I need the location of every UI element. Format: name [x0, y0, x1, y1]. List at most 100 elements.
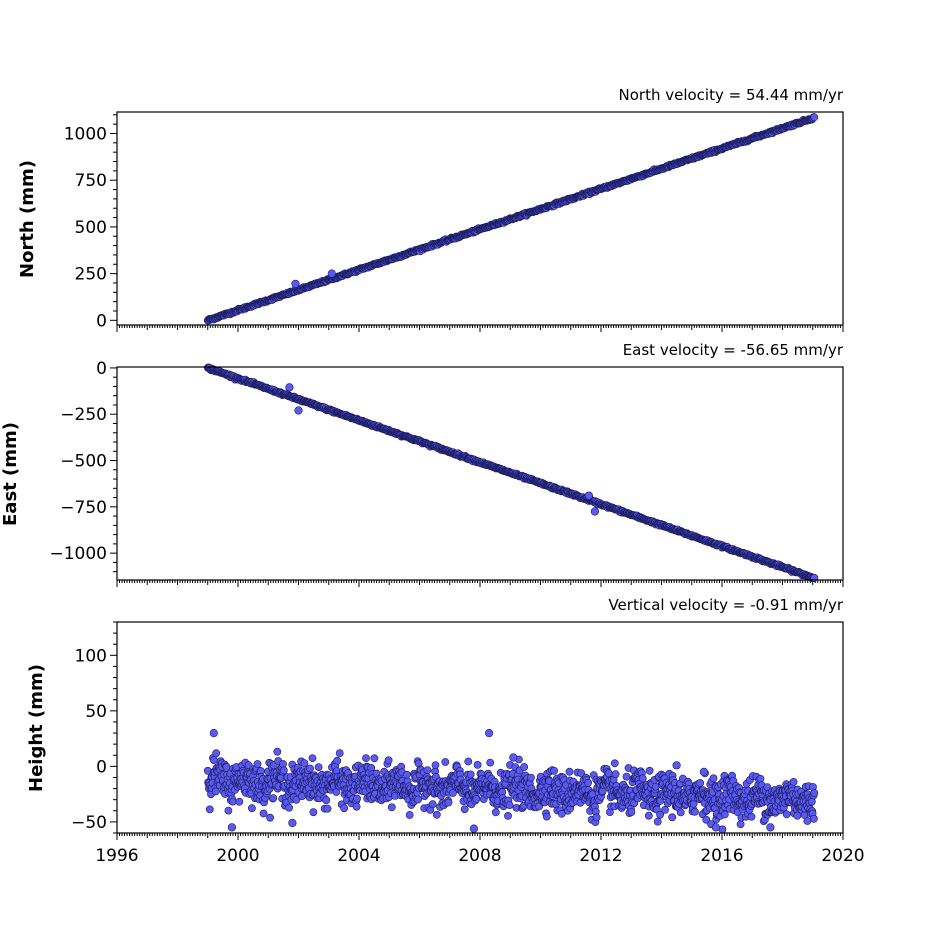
data-point	[222, 763, 231, 771]
data-point	[273, 747, 282, 756]
data-point	[789, 778, 798, 786]
east-ticks: 0 −250 −500 −750 −1000	[49, 359, 844, 587]
north-ylabel: North (mm)	[17, 160, 38, 278]
outlier-point	[584, 491, 594, 500]
data-point	[604, 769, 613, 778]
data-point	[592, 813, 601, 822]
data-point	[622, 772, 631, 781]
data-point	[527, 773, 535, 782]
data-point	[505, 801, 514, 809]
data-point	[431, 761, 440, 769]
data-point	[676, 808, 685, 817]
data-point	[611, 770, 620, 779]
x-tick-label: 2004	[337, 846, 380, 866]
data-point	[810, 814, 818, 823]
data-point	[212, 749, 221, 758]
data-point	[504, 812, 512, 820]
data-point	[306, 764, 314, 773]
data-point	[247, 804, 256, 813]
data-point	[584, 778, 592, 787]
outlier-point	[227, 823, 236, 832]
outlier-point	[327, 269, 336, 278]
data-point	[441, 758, 450, 766]
north-axes-frame	[116, 111, 844, 326]
data-point	[323, 804, 332, 813]
outlier-point	[672, 761, 681, 770]
data-point	[428, 800, 437, 809]
data-point	[300, 759, 309, 768]
x-tick-label: 2012	[579, 846, 622, 866]
data-point	[266, 813, 274, 822]
data-point	[782, 810, 791, 819]
y-tick-label: 750	[75, 171, 107, 191]
data-point	[491, 808, 500, 817]
data-point	[661, 806, 669, 814]
data-point	[235, 797, 244, 806]
data-point	[333, 756, 342, 765]
outlier-point	[469, 824, 479, 833]
data-point	[638, 774, 647, 783]
data-point	[464, 757, 473, 766]
data-point	[414, 795, 422, 804]
data-point	[322, 796, 331, 805]
y-tick-label: −500	[60, 452, 107, 472]
data-point	[353, 794, 361, 803]
x-tick-label: 2020	[821, 846, 864, 866]
data-point	[810, 789, 819, 797]
data-point	[627, 808, 636, 816]
data-point	[486, 758, 495, 767]
data-point	[644, 811, 653, 820]
data-point	[668, 813, 677, 822]
outlier-point	[590, 507, 600, 516]
data-point	[352, 802, 361, 811]
data-point	[565, 767, 574, 776]
data-point	[696, 779, 705, 787]
data-point	[253, 760, 262, 768]
x-tick-label: 1996	[95, 846, 138, 866]
data-point	[709, 774, 718, 783]
data-point	[756, 774, 765, 783]
data-point	[653, 817, 662, 826]
data-point	[209, 756, 218, 764]
data-point	[645, 766, 654, 775]
north-points	[203, 113, 819, 325]
north-panel: North velocity = 54.44 mm/yr North (mm) …	[17, 86, 844, 332]
data-point	[308, 754, 317, 762]
y-tick-label: 250	[75, 265, 107, 285]
data-point	[228, 797, 237, 806]
data-point	[691, 807, 699, 816]
data-point	[423, 766, 432, 774]
y-tick-label: 0	[96, 359, 107, 379]
outlier-point	[294, 406, 303, 415]
x-tick-label: 2008	[458, 846, 501, 866]
east-velocity-label: East velocity = -56.65 mm/yr	[623, 341, 844, 359]
data-point	[405, 811, 414, 819]
data-point	[259, 809, 268, 818]
data-point	[362, 754, 370, 762]
vertical-velocity-label: Vertical velocity = -0.91 mm/yr	[608, 596, 843, 614]
data-point	[269, 794, 278, 802]
outlier-point	[288, 818, 297, 828]
outlier-point	[699, 767, 709, 777]
y-tick-label: 100	[75, 646, 107, 666]
data-point	[224, 806, 233, 815]
data-point	[444, 798, 453, 807]
data-point	[370, 754, 379, 763]
outlier-point	[711, 823, 721, 832]
vertical-points	[203, 728, 819, 834]
east-ylabel: East (mm)	[0, 422, 21, 526]
data-point	[542, 812, 551, 821]
outlier-point	[209, 728, 218, 738]
y-tick-label: 1000	[64, 124, 107, 144]
east-panel: East velocity = -56.65 mm/yr East (mm) 0…	[0, 341, 844, 587]
y-tick-label: 0	[96, 757, 107, 777]
data-point	[340, 804, 348, 813]
data-point	[335, 749, 344, 757]
data-point	[810, 113, 819, 122]
outlier-point	[485, 728, 494, 738]
data-point	[314, 763, 323, 771]
data-point	[279, 760, 287, 768]
data-point	[432, 810, 441, 819]
outlier-point	[285, 383, 294, 392]
